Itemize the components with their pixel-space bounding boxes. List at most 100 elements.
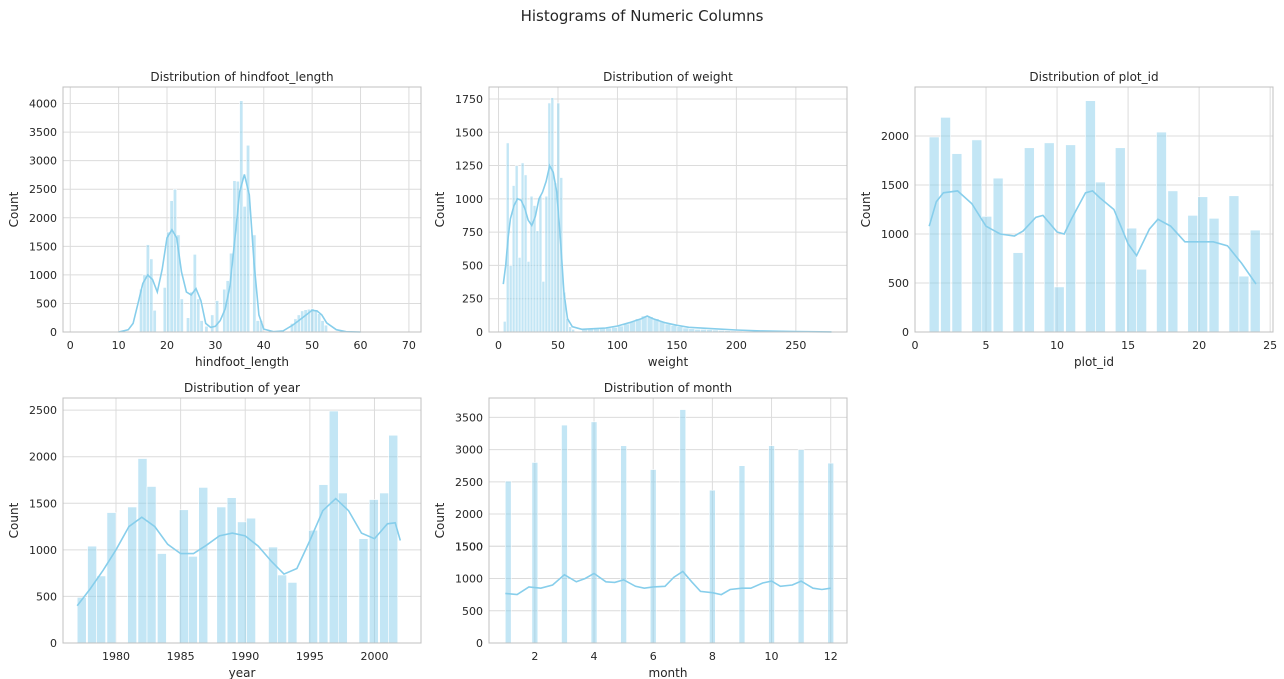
y-tick-label: 1500	[455, 540, 483, 553]
y-axis-label: Count	[433, 502, 447, 538]
histogram-bar	[358, 538, 369, 644]
y-axis-label: Count	[7, 191, 21, 227]
histogram-bar	[1024, 147, 1035, 333]
x-tick-label: 4	[591, 650, 598, 663]
histogram-bar	[526, 261, 531, 333]
y-tick-label: 1500	[881, 179, 909, 192]
x-tick-label: 50	[305, 339, 319, 352]
x-axis-label: year	[229, 666, 256, 679]
histogram-bar	[649, 469, 657, 644]
histogram-bar	[1167, 190, 1179, 333]
histogram-bar	[620, 445, 627, 644]
histogram-bar	[173, 188, 177, 333]
histogram-bar	[199, 320, 204, 333]
kde-line	[118, 174, 361, 333]
histogram-bar	[277, 574, 287, 644]
histogram-bar	[827, 462, 834, 644]
x-axis-label: plot_id	[1074, 355, 1114, 369]
histogram-bar	[940, 117, 951, 333]
histogram-bar	[369, 499, 379, 644]
histogram-bar	[268, 546, 278, 644]
histogram-bar	[1238, 275, 1250, 333]
y-tick-label: 500	[462, 259, 483, 272]
histogram-bar	[951, 153, 963, 333]
histogram-bar	[188, 556, 198, 644]
y-tick-label: 3000	[29, 155, 57, 168]
axes-frame	[62, 397, 422, 644]
histogram-bar	[152, 309, 157, 333]
x-tick-label: 250	[785, 339, 806, 352]
histogram-bar	[318, 484, 329, 644]
histogram-bar	[538, 195, 543, 333]
histogram-bar	[300, 310, 305, 333]
histogram-bar	[981, 216, 993, 333]
x-tick-label: 12	[824, 650, 838, 663]
histogram-bar	[328, 410, 339, 644]
histogram-bar	[239, 100, 244, 333]
histogram-bar	[502, 321, 507, 333]
x-tick-label: 70	[402, 339, 416, 352]
histogram-bar	[529, 195, 534, 333]
axes-frame	[488, 86, 848, 333]
histogram-bar	[738, 465, 746, 644]
y-tick-label: 250	[462, 293, 483, 306]
histogram-bar	[317, 313, 322, 333]
histogram-bar	[192, 254, 197, 333]
x-tick-label: 1990	[231, 650, 259, 663]
histogram-bar	[293, 318, 298, 333]
histogram-bar	[611, 327, 618, 333]
histogram-bar	[520, 162, 525, 333]
histogram-bar	[553, 182, 558, 333]
histogram-bar	[1249, 229, 1261, 333]
x-axis-label: hindfoot_length	[195, 355, 289, 369]
histogram-bar	[255, 320, 260, 333]
x-tick-label: 0	[67, 339, 74, 352]
x-tick-label: 1980	[102, 650, 130, 663]
chart-title: Distribution of hindfoot_length	[150, 70, 333, 84]
histogram-bar	[337, 492, 348, 644]
histogram-bar	[210, 314, 215, 333]
histogram-bar	[106, 512, 117, 644]
histogram-bar	[561, 424, 568, 644]
histogram-bar	[523, 174, 528, 333]
x-tick-label: 40	[257, 339, 271, 352]
histogram-bar	[1012, 252, 1024, 333]
histogram-bar	[179, 509, 189, 644]
kde-line	[505, 570, 831, 596]
histogram-bar	[379, 492, 389, 644]
histogram-bar	[1156, 131, 1167, 333]
histogram-bar	[226, 497, 237, 644]
x-tick-label: 5	[983, 339, 990, 352]
x-tick-label: 0	[495, 339, 502, 352]
histogram-bar	[169, 200, 174, 333]
histogram-bar	[508, 265, 513, 333]
y-tick-label: 2000	[29, 451, 57, 464]
x-tick-label: 6	[650, 650, 657, 663]
y-tick-label: 1000	[455, 573, 483, 586]
kde-line	[76, 497, 402, 607]
histogram-bar	[308, 529, 318, 644]
histogram-bar	[310, 308, 315, 333]
histogram-bar	[320, 320, 325, 333]
figure-title: Histograms of Numeric Columns	[520, 7, 764, 25]
y-tick-label: 2500	[29, 404, 57, 417]
axes-frame	[914, 86, 1274, 333]
x-tick-label: 0	[912, 339, 919, 352]
histogram-bar	[1085, 100, 1096, 333]
y-tick-label: 1500	[29, 240, 57, 253]
histogram-bar	[1187, 215, 1199, 333]
y-tick-label: 1000	[455, 193, 483, 206]
histogram-bar	[145, 244, 150, 333]
histogram-bar	[215, 300, 220, 333]
y-axis-label: Count	[859, 191, 873, 227]
histogram-bar	[137, 458, 148, 644]
histogram-bar	[186, 317, 191, 333]
chart-title: Distribution of plot_id	[1029, 70, 1158, 84]
y-axis-label: Count	[7, 502, 21, 538]
histogram-bar	[547, 102, 552, 333]
histogram-bar	[87, 545, 97, 644]
y-tick-label: 1000	[29, 544, 57, 557]
histogram-bar	[504, 480, 512, 644]
x-tick-label: 10	[112, 339, 126, 352]
